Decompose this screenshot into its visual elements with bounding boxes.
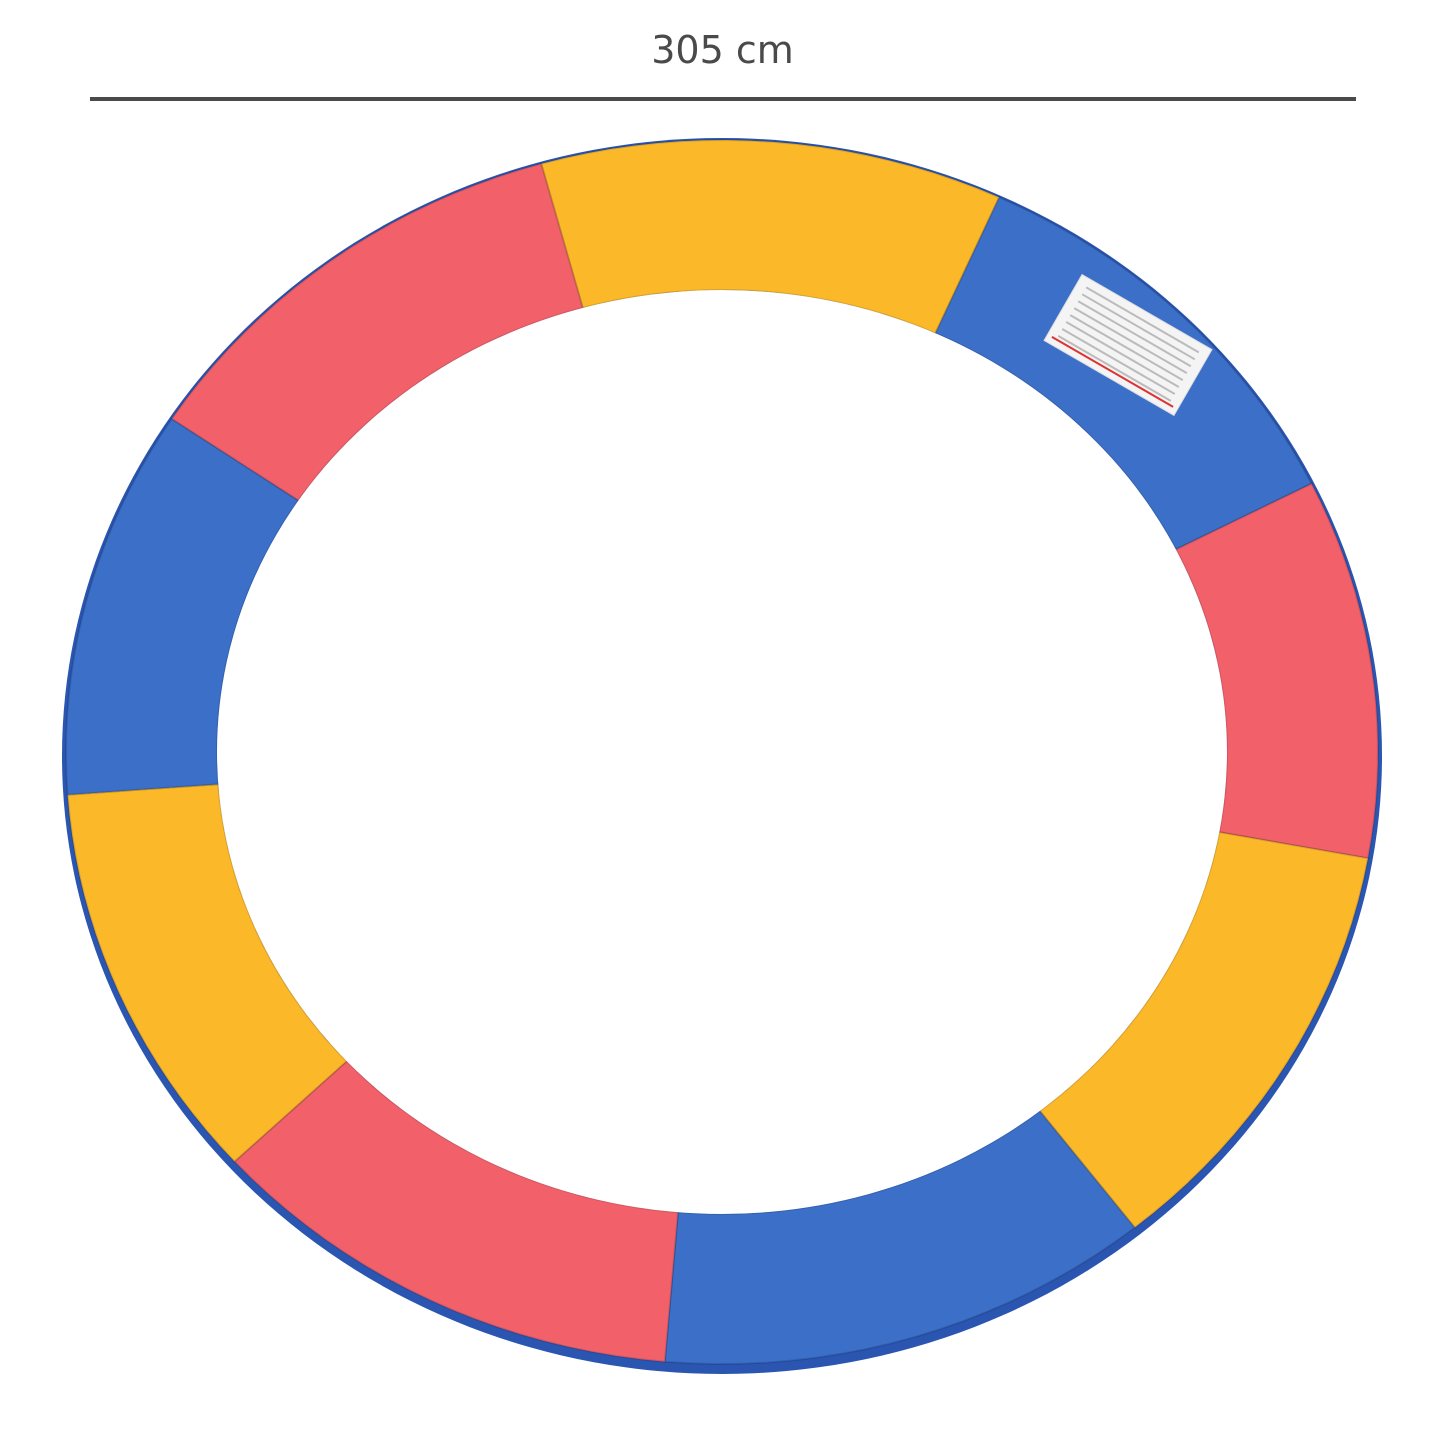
width-dimension-line — [90, 97, 1356, 101]
width-dimension-label: 305 cm — [651, 28, 794, 72]
pad-center-opening — [217, 290, 1227, 1214]
warning-label — [1043, 273, 1213, 417]
